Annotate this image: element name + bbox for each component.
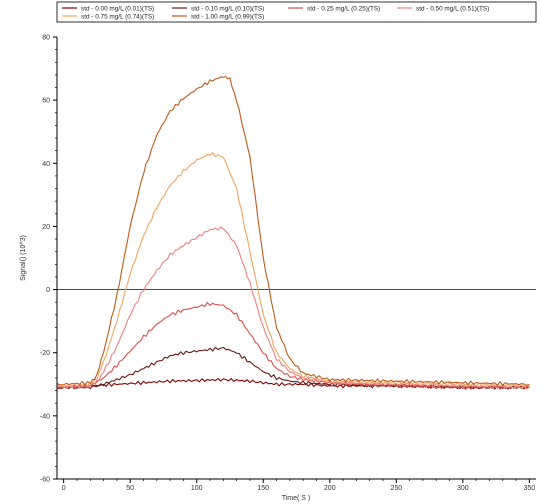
x-tick-label: 250	[390, 485, 402, 492]
series-line	[56, 152, 530, 388]
legend-label: std - 0.50 mg/L (0.51)(TS)	[416, 5, 489, 12]
x-tick-label: 300	[457, 485, 469, 492]
y-tick-label: 80	[42, 35, 50, 42]
y-tick-label: -40	[40, 413, 50, 420]
x-tick-group: 0 50 100 150 200 250 300 350	[62, 479, 536, 492]
x-tick-label: 50	[126, 485, 134, 492]
y-tick-label: 20	[42, 224, 50, 231]
x-tick-label: 350	[524, 485, 536, 492]
legend-label: std - 0.10 mg/L (0.10)(TS)	[191, 5, 264, 12]
y-tick-group: -60 -40 -20 0 20 40 60 80	[40, 35, 57, 484]
series-group	[56, 75, 530, 390]
series-line	[56, 226, 530, 390]
y-tick-label: -20	[40, 350, 50, 357]
legend-box	[56, 1, 537, 23]
y-axis-title: Signal() (10^3)	[20, 235, 27, 281]
legend-label: std - 0.00 mg/L (0.01)(TS)	[81, 5, 154, 12]
series-line	[56, 75, 530, 386]
plot-area	[56, 75, 536, 390]
y-tick-label: 60	[42, 98, 50, 105]
y-tick-label: 40	[42, 161, 50, 168]
x-tick-label: 150	[257, 485, 269, 492]
axes: -60 -40 -20 0 20 40 60 80 0 50 100 150 200 250 300 350	[40, 35, 536, 492]
y-tick-label: -60	[40, 477, 50, 484]
legend: std - 0.00 mg/L (0.01)(TS) std - 0.10 mg/…	[56, 1, 537, 23]
legend-label: std - 1.00 mg/L (0.99)(TS)	[191, 13, 264, 20]
series-line	[56, 302, 530, 390]
x-tick-label: 200	[324, 485, 336, 492]
legend-label: std - 0.75 mg/L (0.74)(TS)	[81, 13, 154, 20]
legend-label: std - 0.25 mg/L (0.25)(TS)	[307, 5, 380, 12]
x-axis-title: Time( S )	[282, 495, 311, 502]
y-tick-label: 0	[46, 287, 50, 294]
x-tick-label: 100	[191, 485, 203, 492]
x-tick-label: 0	[62, 485, 66, 492]
